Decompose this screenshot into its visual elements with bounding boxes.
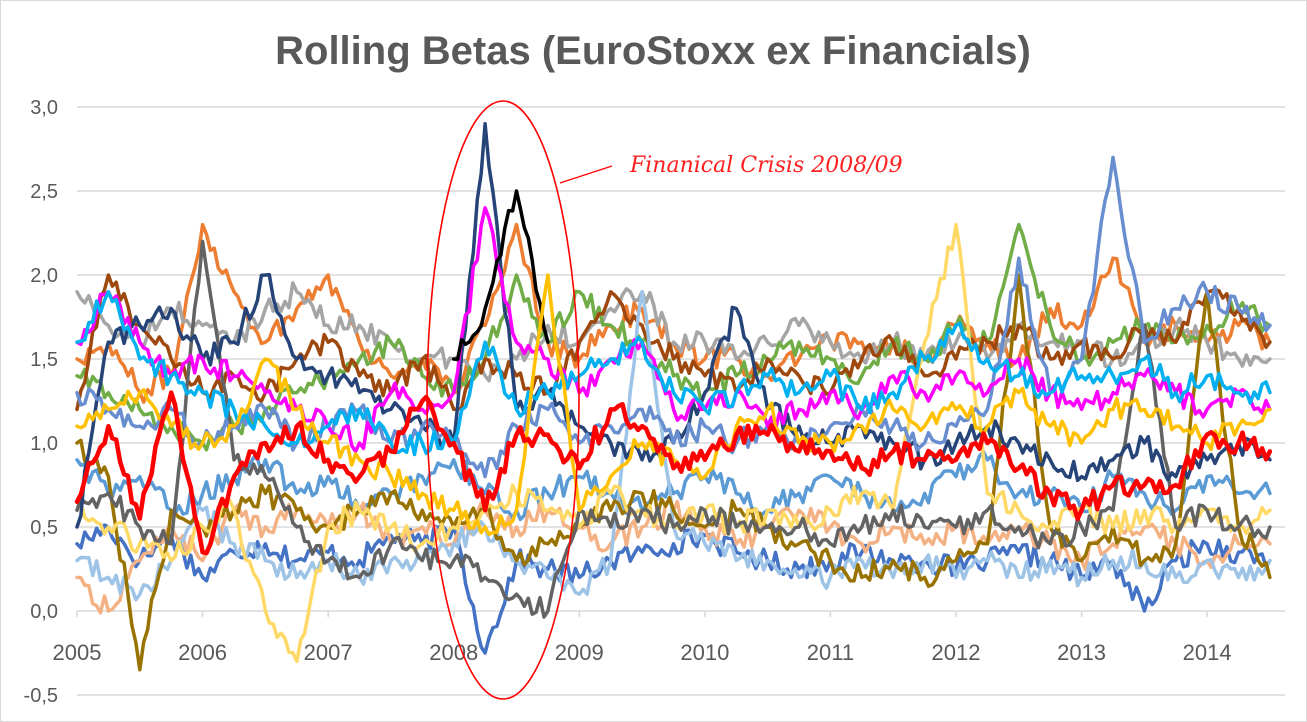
crisis-annotation: Finanical Crisis 2008/09 [629,153,903,178]
series-lines [74,122,1273,672]
x-tick-label: 2005 [53,640,102,665]
y-tick-label: 2,5 [30,181,58,203]
y-tick-label: 0,0 [30,601,58,623]
x-tick-label: 2006 [178,640,227,665]
y-axis-labels: -0,5 0,0 0,5 1,0 1,5 2,0 2,5 3,0 [24,97,58,707]
series-line-s10 [75,290,1272,457]
series-line-s11 [451,189,550,362]
y-tick-label: 0,5 [30,517,58,539]
y-tick-label: -0,5 [24,685,58,707]
x-tick-label: 2012 [932,640,981,665]
y-tick-label: 1,0 [30,433,58,455]
series-line-s1 [75,523,1272,655]
chart-title: Rolling Betas (EuroStoxx ex Financials) [275,29,1031,73]
gridlines [76,106,1285,696]
y-tick-label: 1,5 [30,349,58,371]
x-tick-label: 2007 [304,640,353,665]
annotation-leader-line [559,165,613,184]
series-line-s4 [75,273,1272,537]
series-line-s9 [75,206,1272,453]
series-line-s8 [75,239,1272,619]
series-line-average [74,390,1273,556]
series-line-s12 [75,273,1272,412]
series-line-s6 [75,222,1272,452]
y-tick-label: 2,0 [30,265,58,287]
x-tick-label: 2010 [680,640,729,665]
crisis-highlight-ellipse [426,100,580,700]
series-line-s5 [75,450,1272,522]
x-tick-label: 2013 [1057,640,1106,665]
x-tick-label: 2011 [807,640,854,665]
y-tick-label: 3,0 [30,97,58,119]
x-axis-labels: 2005 2006 2007 2008 2009 2010 2011 2012 2013 2014 [53,640,1232,665]
x-tick-label: 2008 [429,640,478,665]
x-tick-label: 2009 [555,640,604,665]
x-tick-label: 2014 [1183,640,1232,665]
